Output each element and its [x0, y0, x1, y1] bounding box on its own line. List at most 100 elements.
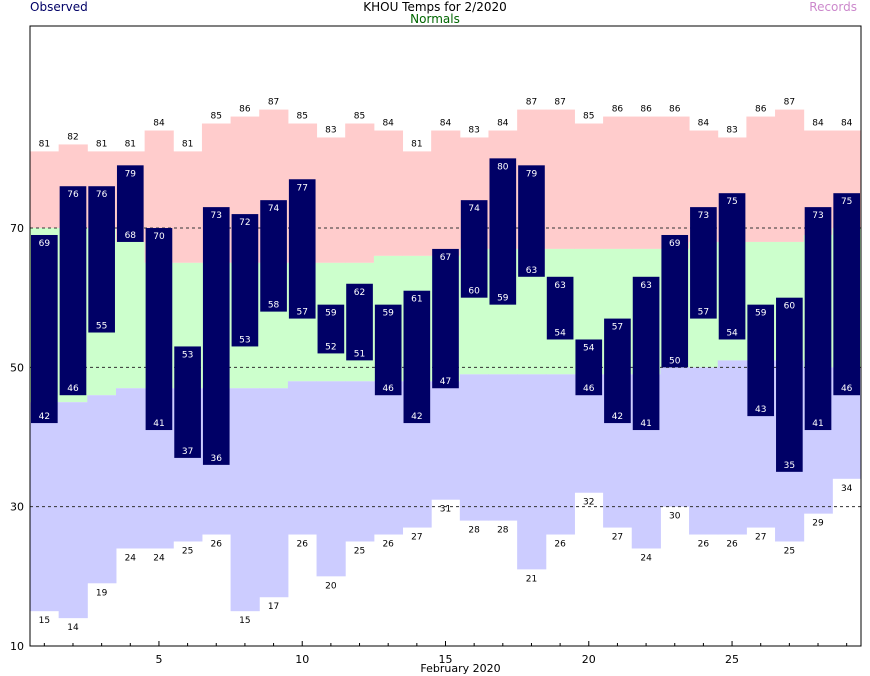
observed-high-label: 53	[182, 350, 193, 360]
observed-low-label: 42	[39, 412, 50, 422]
record-low-label: 28	[497, 526, 509, 536]
observed-bar	[232, 214, 259, 346]
observed-bar	[174, 346, 201, 457]
observed-high-label: 80	[497, 162, 509, 172]
record-low-label: 26	[726, 540, 738, 550]
observed-bar	[88, 186, 115, 332]
observed-bar	[690, 207, 717, 318]
record-high-label: 81	[39, 139, 50, 149]
record-high-label: 84	[812, 118, 824, 128]
observed-low-label: 46	[382, 384, 394, 394]
observed-low-label: 57	[698, 308, 709, 318]
record-low-label: 15	[39, 616, 50, 626]
record-low-label: 24	[640, 553, 652, 563]
observed-high-label: 76	[67, 190, 79, 200]
record-low-label: 27	[612, 533, 623, 543]
observed-high-label: 75	[726, 197, 737, 207]
record-low-label: 19	[96, 588, 108, 598]
record-high-label: 81	[182, 139, 193, 149]
observed-bar	[146, 228, 173, 430]
record-high-label: 87	[784, 98, 795, 108]
record-low-band	[488, 374, 517, 520]
observed-bar	[432, 249, 459, 388]
record-low-label: 20	[325, 581, 337, 591]
record-low-band	[660, 367, 689, 506]
observed-low-label: 51	[354, 349, 365, 359]
observed-bar	[260, 200, 287, 311]
observed-bar	[833, 193, 860, 395]
record-high-label: 84	[841, 118, 853, 128]
record-low-band	[288, 381, 317, 534]
observed-high-label: 73	[812, 211, 823, 221]
observed-high-label: 69	[669, 239, 681, 249]
observed-low-label: 41	[640, 419, 651, 429]
record-high-label: 85	[583, 112, 594, 122]
observed-high-label: 79	[526, 169, 538, 179]
record-high-label: 86	[755, 105, 767, 115]
x-tick-label: 25	[725, 653, 739, 666]
observed-low-label: 55	[96, 322, 107, 332]
record-low-band	[59, 402, 88, 618]
observed-high-label: 76	[96, 190, 108, 200]
record-low-band	[87, 395, 116, 583]
record-low-label: 15	[239, 616, 250, 626]
observed-low-label: 47	[440, 377, 451, 387]
record-high-label: 85	[211, 112, 222, 122]
record-high-label: 86	[239, 105, 251, 115]
observed-bar	[461, 200, 488, 298]
observed-bar	[404, 291, 431, 423]
record-high-label: 86	[640, 105, 652, 115]
observed-low-label: 63	[526, 266, 537, 276]
observed-low-label: 57	[296, 308, 307, 318]
record-low-label: 28	[468, 526, 480, 536]
record-high-band	[603, 117, 632, 249]
observed-high-label: 54	[583, 343, 595, 353]
record-high-label: 84	[497, 118, 509, 128]
record-low-label: 25	[784, 547, 795, 557]
observed-high-label: 62	[354, 288, 365, 298]
observed-high-label: 75	[841, 197, 852, 207]
normal-band	[116, 242, 145, 388]
record-low-label: 31	[440, 505, 451, 515]
record-low-label: 24	[125, 553, 137, 563]
observed-bar	[289, 179, 316, 318]
record-low-band	[460, 374, 489, 520]
x-tick-label: 10	[295, 653, 309, 666]
record-low-band	[259, 388, 288, 597]
record-low-label: 24	[153, 553, 165, 563]
record-high-band	[374, 130, 403, 255]
y-tick-label: 70	[10, 222, 24, 235]
record-high-band	[173, 151, 202, 262]
observed-low-label: 46	[583, 384, 595, 394]
observed-low-label: 41	[153, 419, 164, 429]
observed-low-label: 68	[125, 231, 137, 241]
observed-high-label: 73	[211, 211, 222, 221]
record-high-label: 87	[526, 98, 537, 108]
observed-high-label: 59	[755, 309, 767, 319]
record-low-band	[431, 381, 460, 499]
record-low-label: 30	[669, 512, 681, 522]
observed-bar	[633, 277, 660, 430]
record-high-label: 83	[726, 125, 737, 135]
record-high-label: 86	[612, 105, 624, 115]
record-high-label: 84	[382, 118, 394, 128]
observed-bar	[604, 319, 631, 423]
y-tick-label: 10	[10, 640, 24, 653]
record-low-label: 26	[296, 540, 308, 550]
observed-low-label: 52	[325, 342, 336, 352]
observed-low-label: 58	[268, 301, 280, 311]
record-low-label: 26	[211, 540, 223, 550]
record-high-label: 87	[268, 98, 279, 108]
observed-high-label: 57	[612, 323, 623, 333]
record-high-label: 84	[153, 118, 165, 128]
observed-high-label: 69	[39, 239, 51, 249]
observed-bar	[489, 158, 516, 304]
record-low-label: 29	[812, 519, 824, 529]
observed-high-label: 70	[153, 232, 165, 242]
observed-low-label: 50	[669, 356, 681, 366]
observed-high-label: 61	[411, 295, 422, 305]
record-low-band	[689, 367, 718, 534]
observed-high-label: 74	[268, 204, 280, 214]
observed-low-label: 42	[612, 412, 623, 422]
observed-low-label: 59	[497, 294, 509, 304]
